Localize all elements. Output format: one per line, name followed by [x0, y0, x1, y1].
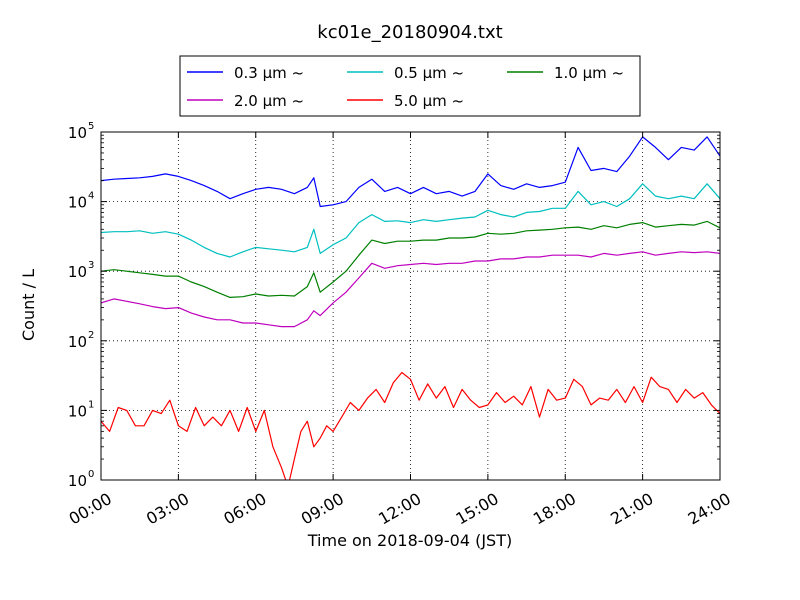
chart-title: kc01e_20180904.txt: [317, 22, 502, 43]
plot-area: [101, 132, 720, 480]
legend-box: [179, 55, 641, 117]
y-tick-label: 10: [68, 124, 87, 142]
legend-label-1: 0.3 μm ~: [234, 64, 304, 82]
y-tick-label-exponent: 2: [88, 330, 94, 341]
legend-label-4: 2.0 μm ~: [234, 92, 304, 110]
x-tick-label: 12:00: [375, 489, 424, 529]
y-tick-label: 10: [68, 402, 87, 420]
series-line-1: [101, 136, 720, 208]
x-tick-label: 09:00: [298, 489, 347, 529]
x-tick-label: 18:00: [530, 489, 579, 529]
series-line-4: [101, 251, 720, 328]
y-tick-label-exponent: 4: [88, 191, 94, 202]
y-tick-label-exponent: 5: [88, 121, 94, 132]
y-axis-label: Count / L: [19, 269, 38, 341]
x-tick-label: 06:00: [220, 489, 269, 529]
series-line-3: [101, 220, 720, 298]
y-tick-label: 10: [68, 194, 87, 212]
y-tick-label-exponent: 3: [88, 260, 94, 271]
x-axis-label: Time on 2018-09-04 (JST): [307, 531, 512, 550]
x-tick-label: 00:00: [66, 489, 115, 529]
x-tick-label: 15:00: [452, 489, 501, 529]
y-tick-label: 10: [68, 333, 87, 351]
series-layer: [101, 136, 720, 480]
series-line-5: [101, 371, 720, 480]
legend-label-2: 0.5 μm ~: [394, 64, 464, 82]
legend-label-3: 1.0 μm ~: [554, 64, 624, 82]
y-tick-label-exponent: 0: [88, 469, 94, 480]
plot-background: [101, 132, 720, 480]
y-tick-label: 10: [68, 263, 87, 281]
legend-label-5: 5.0 μm ~: [394, 92, 464, 110]
x-tick-label: 24:00: [685, 489, 734, 529]
x-tick-label: 21:00: [607, 489, 656, 529]
y-tick-label: 10: [68, 472, 87, 490]
legend: 0.3 μm ~ 0.5 μm ~ 1.0 μm ~ 2.0 μm ~ 5.0 μm ~: [179, 55, 641, 117]
series-line-2: [101, 183, 720, 258]
y-tick-label-exponent: 1: [88, 399, 94, 410]
x-tick-label: 03:00: [143, 489, 192, 529]
